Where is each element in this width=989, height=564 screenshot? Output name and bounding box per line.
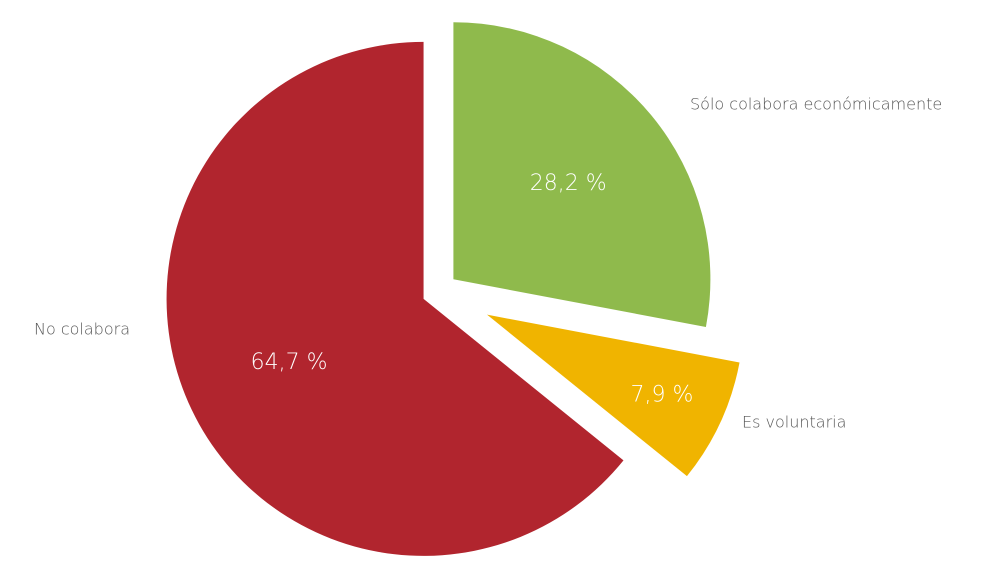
value-label: 64,7 % (251, 350, 328, 375)
category-label: Es voluntaria (742, 413, 846, 432)
category-label: Sólo colabora económicamente (690, 95, 942, 114)
pie-slice (453, 22, 711, 328)
value-label: 28,2 % (530, 171, 607, 196)
value-label: 7,9 % (631, 383, 694, 408)
pie-slice (487, 314, 740, 477)
category-label: No colabora (34, 320, 130, 339)
pie-slice (166, 41, 624, 556)
